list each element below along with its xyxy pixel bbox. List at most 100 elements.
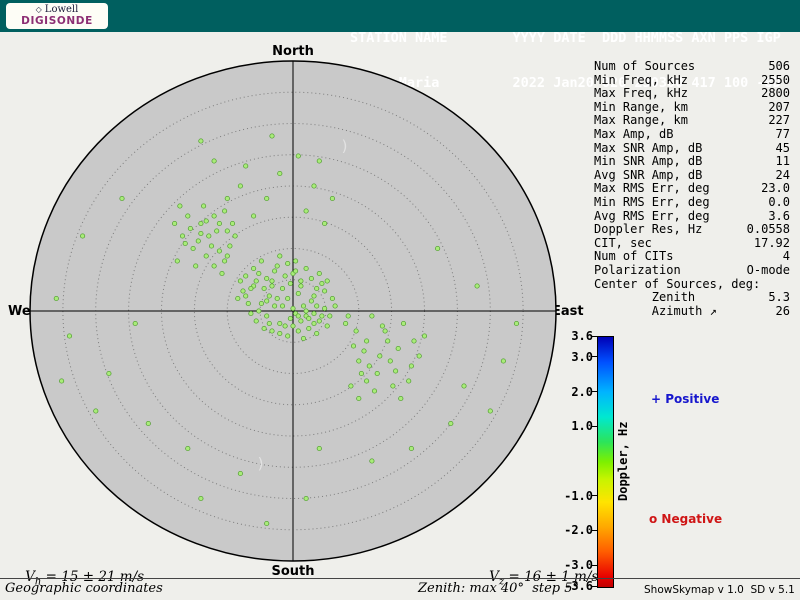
source-point xyxy=(185,213,191,219)
source-point xyxy=(266,293,272,299)
source-point xyxy=(279,303,286,309)
stat-label: Num of CITs xyxy=(594,249,674,264)
source-point xyxy=(400,320,407,327)
arc-marker: ) xyxy=(256,455,265,473)
source-point xyxy=(258,258,264,264)
source-point xyxy=(311,183,317,189)
source-point xyxy=(203,218,209,224)
source-point xyxy=(316,445,322,452)
stat-row: Max Amp, dB 77 xyxy=(594,127,790,142)
diamond-icon: ◇ xyxy=(35,5,42,15)
source-point xyxy=(327,313,333,319)
source-point xyxy=(369,313,375,319)
compass-east-label: East xyxy=(552,304,584,319)
colorbar-tick xyxy=(592,425,597,427)
stat-row: Min SNR Amp, dB 11 xyxy=(594,155,790,169)
stat-label: Max SNR Amp, dB xyxy=(594,140,703,155)
source-point xyxy=(371,388,378,394)
source-point xyxy=(408,363,414,369)
source-point xyxy=(206,233,212,239)
source-point xyxy=(406,378,412,384)
source-point xyxy=(172,220,178,227)
colorbar-tick-label: 3.0 xyxy=(571,349,593,364)
colorbar-tick-label: -1.0 xyxy=(564,488,593,503)
vertical-velocity-readout: Vz = 16 ± 1 m/s xyxy=(472,553,598,600)
source-point xyxy=(185,445,191,452)
zenith-range-note: Zenith: max 40° step 5° xyxy=(418,581,580,596)
source-point xyxy=(314,285,320,292)
software-version-label: ShowSkymap v 1.0 SD v 5.1 xyxy=(644,584,795,596)
source-point xyxy=(306,315,312,322)
source-point xyxy=(295,153,301,159)
source-point xyxy=(80,233,86,239)
source-point xyxy=(316,158,322,164)
source-point xyxy=(398,395,404,402)
source-point xyxy=(366,363,372,369)
stat-value: 2800 xyxy=(761,86,790,101)
source-point xyxy=(245,300,251,307)
source-point xyxy=(311,293,317,299)
source-point xyxy=(329,295,335,302)
stat-value: 0.0 xyxy=(768,194,790,209)
source-point xyxy=(319,313,325,319)
source-point xyxy=(264,195,270,202)
source-point xyxy=(279,285,286,292)
source-point xyxy=(300,303,307,309)
stat-row: Max Freq, kHz 2800 xyxy=(594,87,790,101)
source-point xyxy=(187,225,193,232)
source-point xyxy=(408,445,414,452)
source-point xyxy=(274,263,280,269)
logo-digisonde-text: DIGISONDE xyxy=(21,14,93,27)
colorbar-tick-label: 1.0 xyxy=(571,419,593,434)
stat-value: 3.6 xyxy=(768,208,790,223)
source-point xyxy=(435,245,441,252)
stat-label: Avg RMS Err, deg xyxy=(594,208,710,223)
source-point xyxy=(248,285,254,292)
colorbar: Doppler, Hz + Positive o Negative 3.6 3.0… xyxy=(563,330,800,596)
source-point xyxy=(298,278,304,284)
source-point xyxy=(314,330,320,337)
source-point xyxy=(198,220,204,227)
source-point xyxy=(390,383,396,389)
stat-label: Min RMS Err, deg xyxy=(594,194,710,209)
stat-value: 11 xyxy=(775,154,790,169)
source-point xyxy=(177,203,183,209)
colorbar-tick xyxy=(592,356,597,358)
stat-row: Max RMS Err, deg 23.0 xyxy=(594,182,790,196)
source-point xyxy=(298,318,304,324)
stat-row: Doppler Res, Hz 0.0558 xyxy=(594,223,790,237)
source-point xyxy=(235,295,241,302)
source-point xyxy=(300,335,307,342)
source-point xyxy=(277,330,283,337)
source-point xyxy=(232,233,238,239)
stat-value: 506 xyxy=(768,59,790,73)
source-point xyxy=(332,303,338,309)
source-point xyxy=(261,325,267,332)
source-point xyxy=(285,260,291,267)
stat-row: Avg RMS Err, deg 3.6 xyxy=(594,208,790,224)
source-point xyxy=(203,253,209,259)
stat-row: Azimuth ↗ 26 xyxy=(594,304,790,319)
arc-markers: )) xyxy=(256,137,349,473)
source-point xyxy=(395,345,401,352)
source-point xyxy=(211,263,217,269)
stat-row: CIT, sec 17.92 xyxy=(594,236,790,251)
source-point xyxy=(416,353,422,359)
stat-label: Max RMS Err, deg xyxy=(594,181,710,196)
stat-value: 45 xyxy=(775,140,790,155)
source-point xyxy=(93,408,99,414)
colorbar-tick xyxy=(592,391,597,393)
source-point xyxy=(461,383,467,389)
stat-value: O-mode xyxy=(746,262,790,277)
stat-row: Min Freq, kHz 2550 xyxy=(594,73,790,88)
source-point xyxy=(264,520,270,527)
source-point xyxy=(295,290,301,297)
vz-symbol: V xyxy=(489,569,499,585)
source-point xyxy=(119,195,125,202)
source-point xyxy=(264,298,270,304)
source-point xyxy=(224,228,230,234)
stat-row: Zenith 5.3 xyxy=(594,290,790,305)
vz-subscript: z xyxy=(498,576,505,588)
source-point xyxy=(311,310,317,317)
source-point xyxy=(356,395,362,402)
